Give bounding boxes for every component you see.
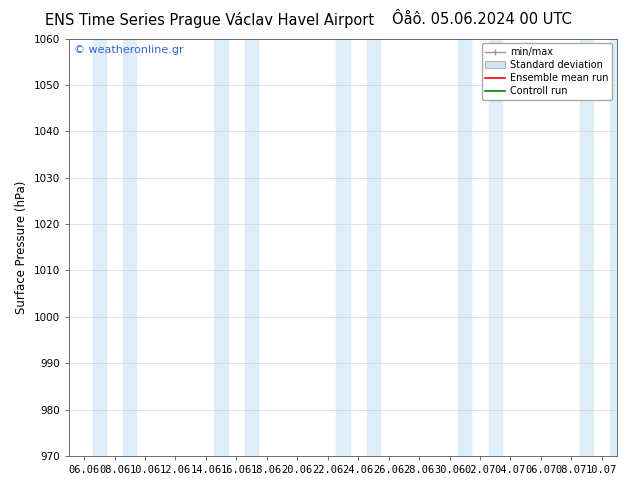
- Bar: [123, 39, 136, 456]
- Bar: [214, 39, 228, 456]
- Legend: min/max, Standard deviation, Ensemble mean run, Controll run: min/max, Standard deviation, Ensemble me…: [482, 44, 612, 100]
- Bar: [580, 39, 593, 456]
- Bar: [366, 39, 380, 456]
- Text: Ôåô. 05.06.2024 00 UTC: Ôåô. 05.06.2024 00 UTC: [392, 12, 572, 27]
- Text: ENS Time Series Prague Václav Havel Airport: ENS Time Series Prague Václav Havel Airp…: [44, 12, 374, 28]
- Text: © weatheronline.gr: © weatheronline.gr: [74, 45, 184, 55]
- Y-axis label: Surface Pressure (hPa): Surface Pressure (hPa): [15, 181, 28, 314]
- Bar: [611, 39, 624, 456]
- Bar: [245, 39, 258, 456]
- Bar: [93, 39, 106, 456]
- Bar: [489, 39, 502, 456]
- Bar: [336, 39, 349, 456]
- Bar: [458, 39, 472, 456]
